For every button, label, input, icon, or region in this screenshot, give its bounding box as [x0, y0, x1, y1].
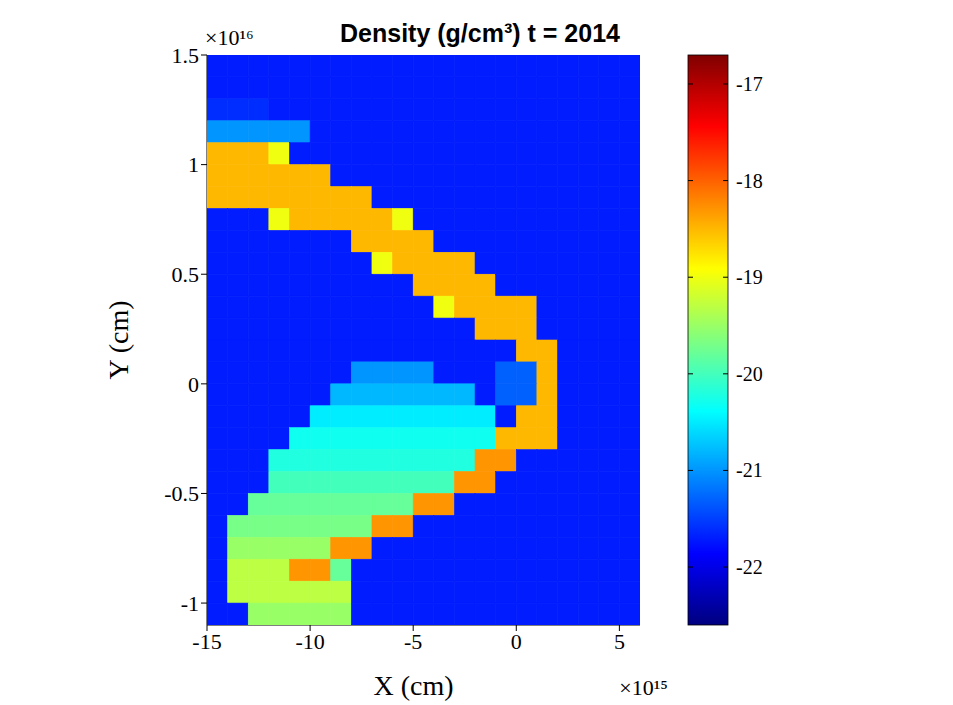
svg-text:Density (g/cm³) t = 2014: Density (g/cm³) t = 2014	[340, 19, 620, 47]
svg-text:×10¹⁶: ×10¹⁶	[205, 25, 254, 50]
svg-text:Y (cm): Y (cm)	[103, 300, 134, 379]
svg-text:-10: -10	[295, 629, 324, 654]
svg-text:-5: -5	[404, 629, 422, 654]
svg-text:1: 1	[188, 152, 199, 177]
svg-text:5: 5	[614, 629, 625, 654]
svg-text:X (cm): X (cm)	[373, 670, 453, 701]
svg-text:-21: -21	[736, 459, 763, 481]
svg-text:0.5: 0.5	[172, 262, 200, 287]
svg-text:0: 0	[188, 372, 199, 397]
svg-text:-1: -1	[181, 591, 199, 616]
svg-text:1.5: 1.5	[172, 43, 200, 68]
svg-text:-19: -19	[736, 266, 763, 288]
svg-text:-22: -22	[736, 556, 763, 578]
svg-text:0: 0	[511, 629, 522, 654]
svg-text:-20: -20	[736, 363, 763, 385]
svg-text:-0.5: -0.5	[164, 481, 199, 506]
svg-text:-15: -15	[192, 629, 221, 654]
svg-text:-17: -17	[736, 73, 763, 95]
svg-text:×10¹⁵: ×10¹⁵	[619, 675, 668, 700]
svg-text:-18: -18	[736, 170, 763, 192]
